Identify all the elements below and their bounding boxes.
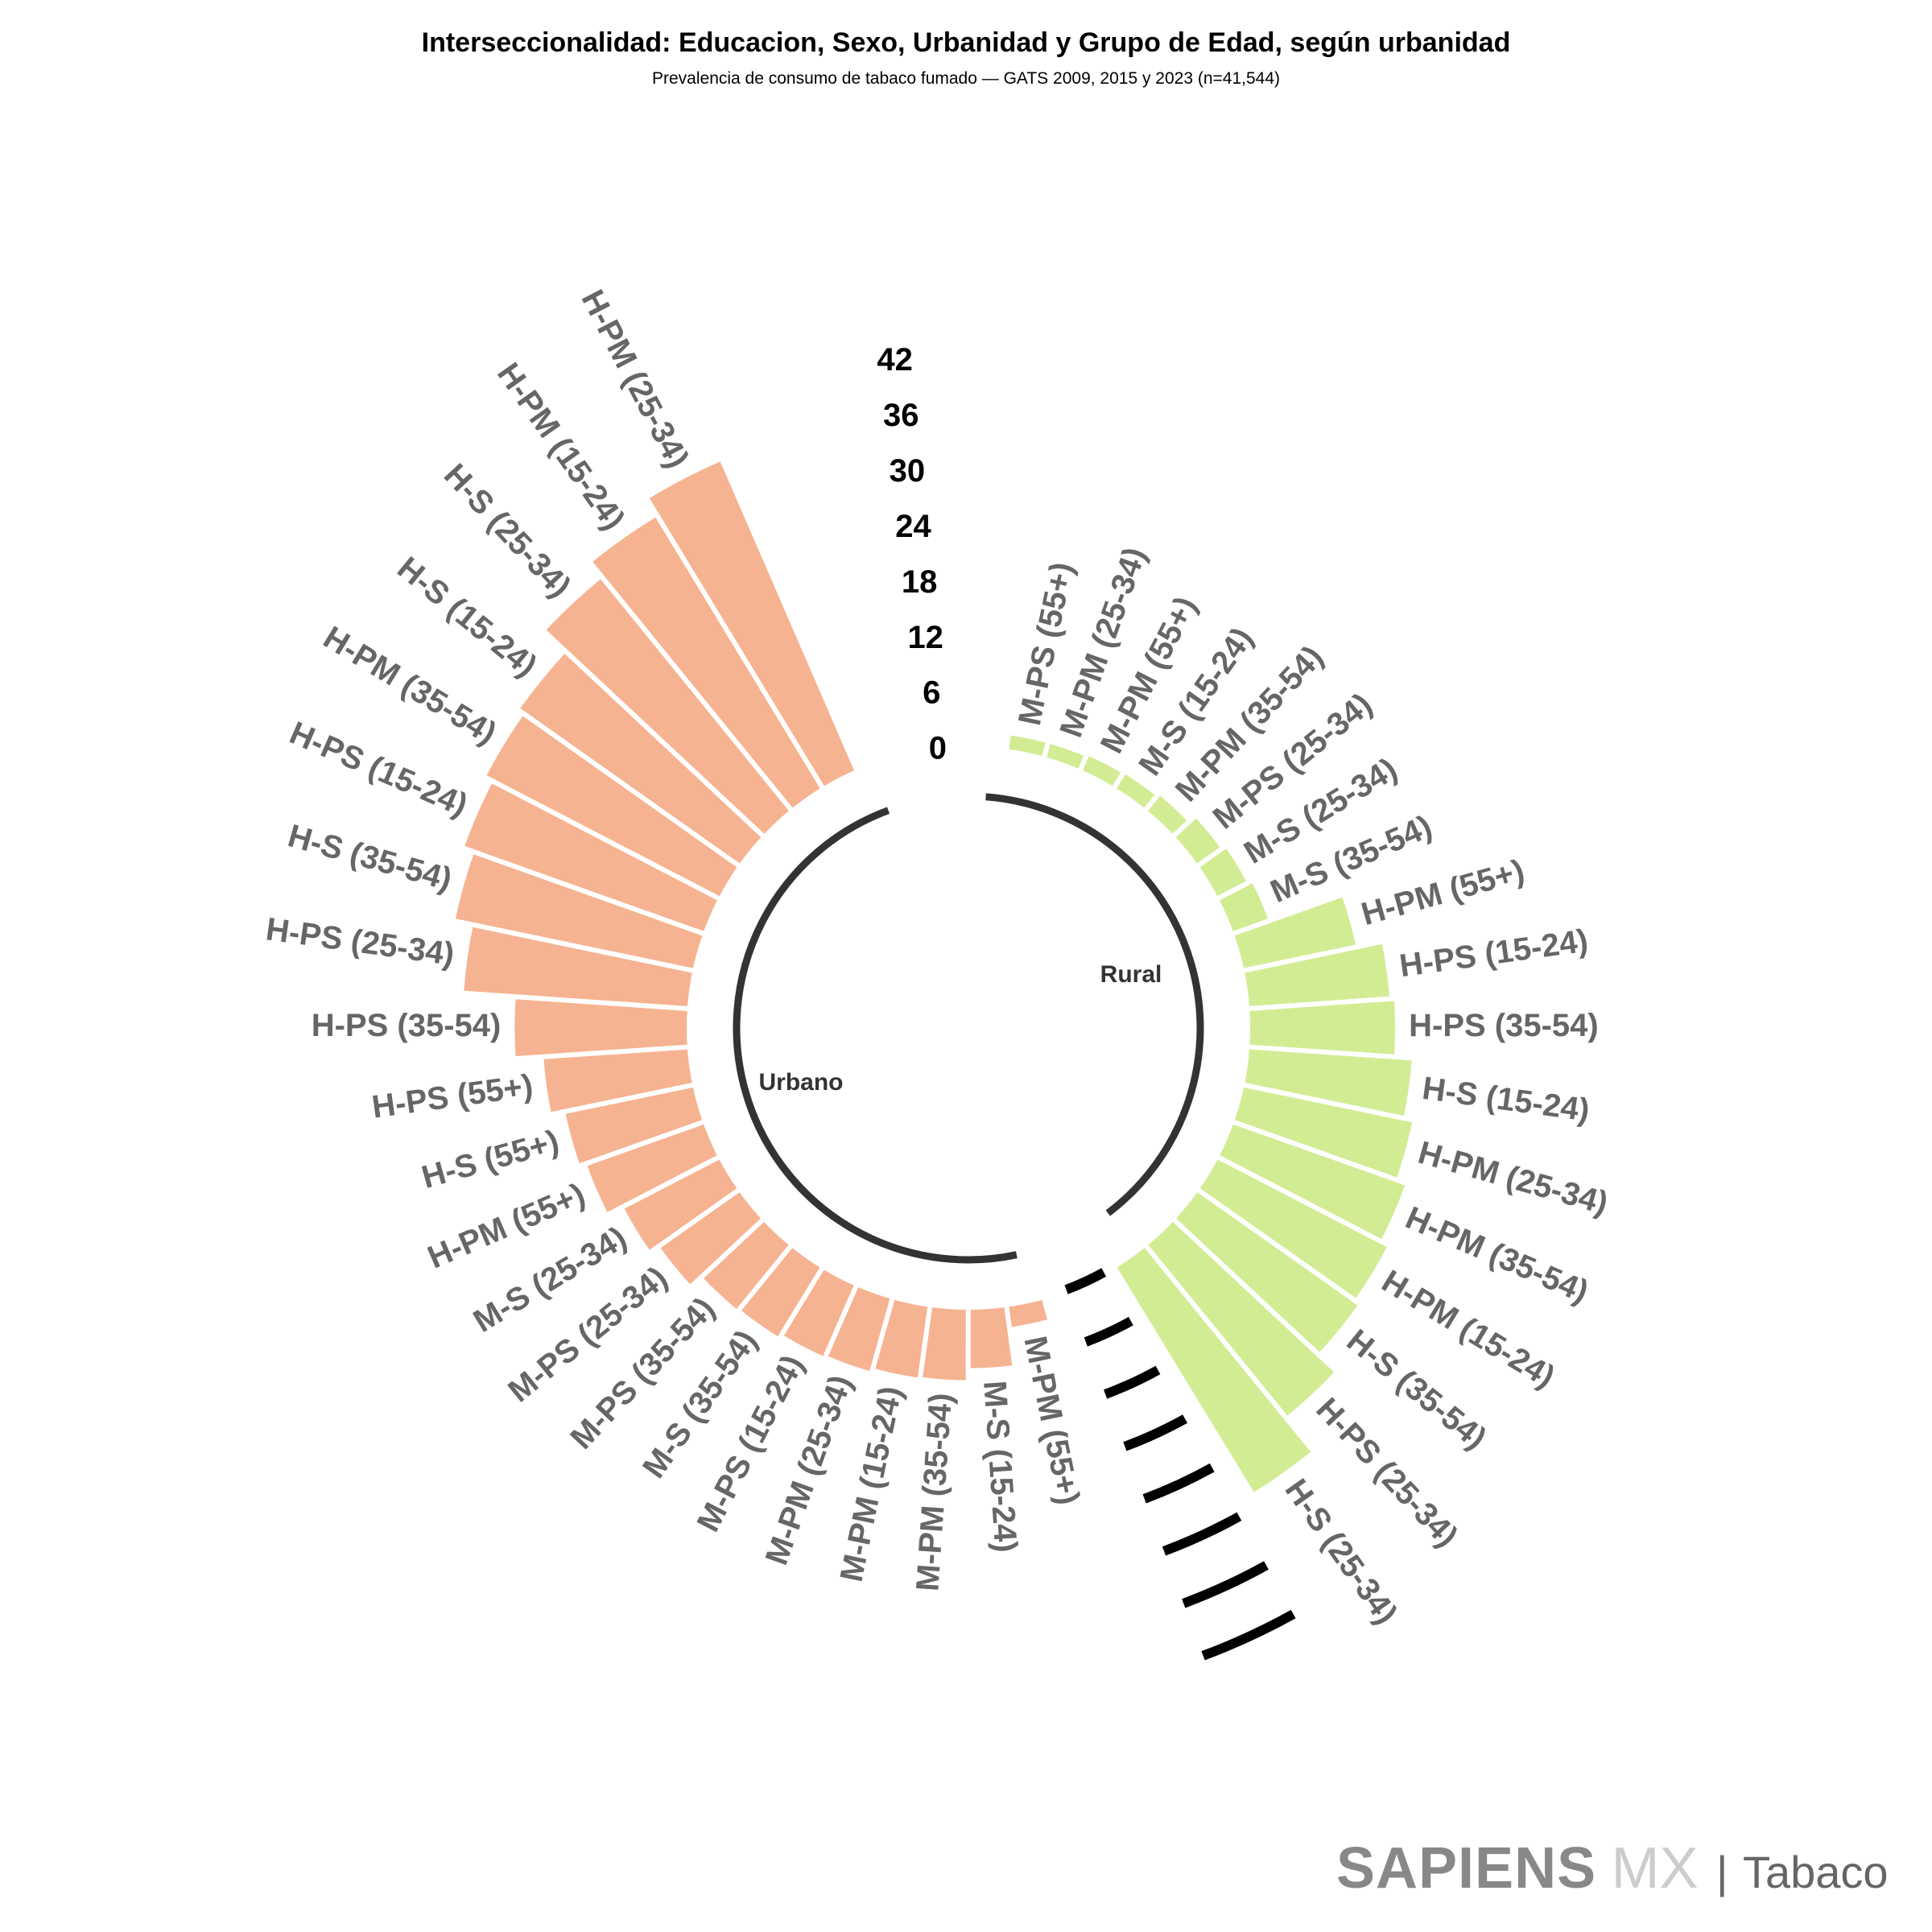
bar-urbano: [965, 1302, 1018, 1373]
bar-urbano: [642, 455, 861, 793]
chart-subtitle: Prevalencia de consumo de tabaco fumado …: [652, 69, 1280, 88]
brand-separator: |: [1716, 1847, 1728, 1897]
bar-label: H-PS (35-54): [312, 1008, 502, 1043]
y-axis-ticks: 0 6 12 18 24 30 36 42: [877, 342, 947, 766]
gridline-arc: [1123, 1414, 1188, 1451]
y-tick-label: 6: [923, 675, 940, 711]
gridline-arc: [1084, 1316, 1133, 1347]
bar-label: H-S (55+): [418, 1124, 563, 1195]
bar-label: H-PM (25-34): [575, 284, 696, 473]
bar-label: H-S (25-34): [437, 457, 578, 605]
brand-section: Tabaco: [1743, 1847, 1889, 1897]
y-tick-label: 36: [883, 398, 919, 433]
group-ring-urbano: [733, 807, 1018, 1264]
y-tick-label: 18: [902, 564, 938, 600]
group-labels: Rural Urbano: [759, 961, 1162, 1096]
bars: [449, 455, 1418, 1499]
gridlines: [1064, 1268, 1296, 1661]
gridline-arc: [1142, 1463, 1215, 1504]
gridline-arc: [1103, 1365, 1161, 1399]
bar-label: H-PS (15-24): [284, 715, 473, 823]
bar-label: H-PM (55+): [1357, 853, 1528, 933]
bar-label: H-PS (55+): [369, 1068, 535, 1125]
bar-label: M-S (15-24): [976, 1380, 1023, 1554]
bar-label: H-PS (35-54): [1409, 1008, 1599, 1043]
bar-label: M-PM (55+): [1017, 1333, 1086, 1508]
group-rings: [733, 793, 1204, 1264]
group-label-rural: Rural: [1100, 961, 1162, 988]
y-tick-label: 30: [890, 453, 926, 489]
gridline-arc: [1064, 1268, 1107, 1294]
bar-label: H-PS (15-24): [1397, 923, 1590, 984]
bar-label: H-S (15-24): [1420, 1071, 1591, 1129]
bar-label: H-PM (25-34): [1414, 1135, 1612, 1222]
brand-name: SAPIENS: [1336, 1836, 1596, 1901]
brand-logo: SAPIENS MX | Tabaco: [1336, 1836, 1889, 1901]
y-tick-label: 0: [929, 731, 947, 766]
y-tick-label: 42: [877, 342, 913, 378]
y-tick-label: 12: [907, 620, 943, 655]
brand-suffix: MX: [1612, 1836, 1699, 1901]
gridline-arc: [1201, 1609, 1296, 1661]
bar-rural: [1110, 1241, 1318, 1499]
bar-urbano: [1003, 1294, 1054, 1333]
group-label-urbano: Urbano: [759, 1069, 844, 1096]
y-tick-label: 24: [895, 509, 931, 544]
gridline-arc: [1162, 1512, 1242, 1556]
bar-label: H-PS (25-34): [264, 911, 456, 972]
group-ring-rural: [985, 793, 1204, 1216]
bar-label: M-PM (35-54): [910, 1392, 959, 1592]
chart-title: Interseccionalidad: Educacion, Sexo, Urb…: [422, 27, 1511, 58]
bar-label: H-S (35-54): [284, 818, 456, 898]
gridline-arc: [1182, 1561, 1269, 1608]
